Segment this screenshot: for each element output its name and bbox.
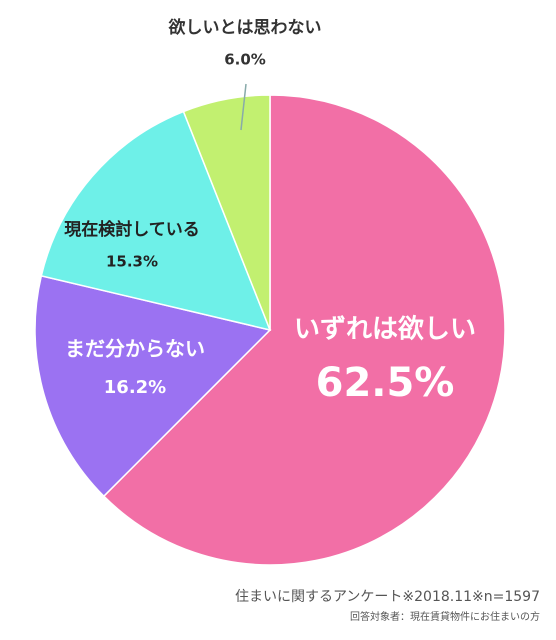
slice-label: まだ分からない [65,337,205,361]
value-label: 16.2% [104,377,166,398]
footnote: 回答対象者：現在賃貸物件にお住まいの方 [350,610,540,623]
footnote: 住まいに関するアンケート※2018.11※n=1597 [235,589,540,605]
pie-slice [102,94,506,566]
slice-label: 現在検討している [64,219,200,240]
value-label: 15.3% [106,253,158,271]
value-label: 62.5% [316,360,455,406]
pie-slice [40,110,272,332]
pie-slice [182,94,271,331]
pie-slice [34,274,272,498]
slice-label: いずれは欲しい [294,315,476,345]
slice-label: 欲しいとは思わない [168,17,322,38]
value-label: 6.0% [224,51,266,69]
leader-line [240,83,247,131]
